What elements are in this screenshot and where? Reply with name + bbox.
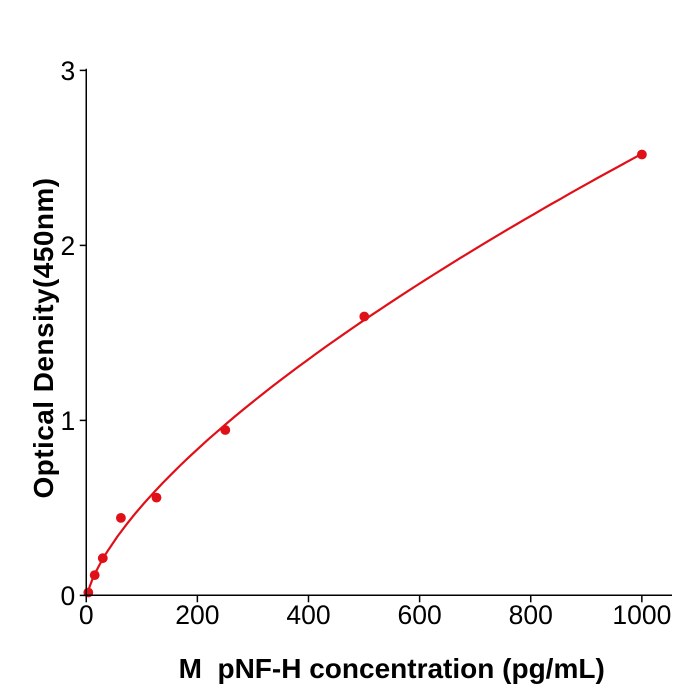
svg-text:0: 0 (79, 600, 94, 630)
svg-text:200: 200 (175, 600, 219, 630)
svg-text:1: 1 (61, 406, 76, 436)
svg-text:2: 2 (61, 231, 76, 261)
svg-text:600: 600 (398, 600, 442, 630)
svg-text:1000: 1000 (612, 600, 671, 630)
svg-text:400: 400 (286, 600, 330, 630)
svg-text:M pNF-H concentration (pg/mL): M pNF-H concentration (pg/mL) (179, 653, 605, 684)
svg-text:800: 800 (509, 600, 553, 630)
svg-text:3: 3 (61, 56, 76, 86)
svg-text:0: 0 (61, 581, 76, 611)
svg-text:Optical Density(450nm): Optical Density(450nm) (28, 177, 59, 498)
